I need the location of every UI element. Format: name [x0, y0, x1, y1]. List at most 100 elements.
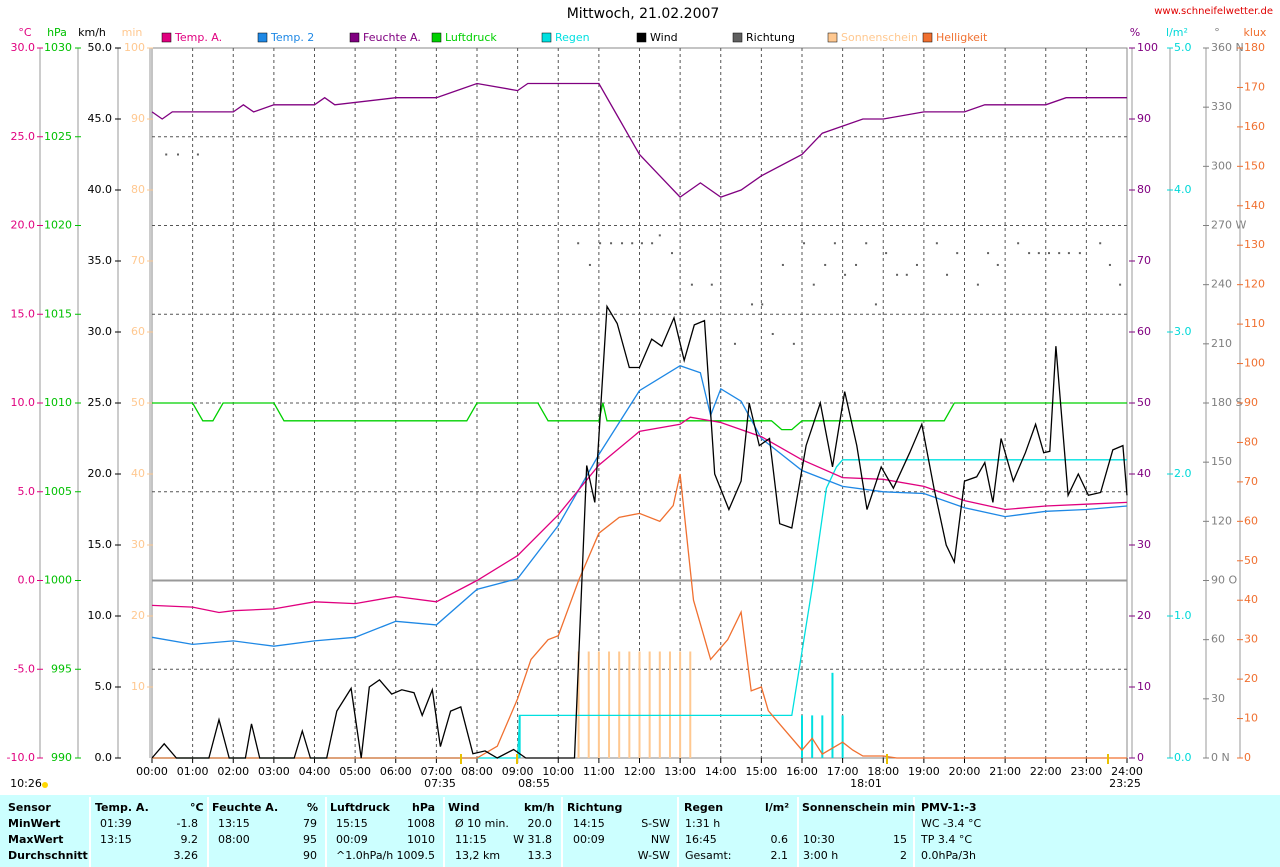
legend-swatch — [431, 32, 442, 43]
time-marker — [1107, 754, 1109, 764]
series-line — [151, 364, 1128, 647]
table-cell: 00:09 — [336, 833, 368, 846]
x-tick-label: 00:00 — [136, 765, 168, 778]
legend-label: Helligkeit — [936, 31, 988, 44]
axis-tick-label: 100 — [124, 41, 145, 54]
axis-tick-label: 210 — [1211, 337, 1232, 350]
table-header: Richtung — [567, 801, 622, 814]
axis-tick-label: 100 — [1137, 41, 1158, 54]
axis-tick-label: 25.0 — [11, 130, 36, 143]
axis-tick-label: 360 N — [1211, 41, 1244, 54]
axis-tick-label: 130 — [1244, 238, 1265, 251]
x-tick-label: 24:00 — [1111, 765, 1143, 778]
table-cell: 1009.5 — [397, 849, 436, 862]
direction-point — [690, 283, 693, 286]
direction-point — [177, 153, 179, 156]
axis-unit: l/m² — [1166, 26, 1188, 39]
annotation: 18:01 — [850, 777, 882, 790]
table-header: Durchschnitt — [8, 849, 88, 862]
direction-point — [588, 263, 591, 266]
axis-tick-label: 90 — [1244, 396, 1258, 409]
table-header: °C — [190, 801, 204, 814]
time-marker — [516, 754, 518, 764]
legend-label: Temp. A. — [174, 31, 222, 44]
sun-bar — [618, 651, 621, 758]
direction-point — [1017, 242, 1020, 245]
table-cell: S-SW — [641, 817, 670, 830]
axis-tick-label: 40 — [131, 467, 145, 480]
axis-unit: % — [1130, 26, 1140, 39]
axis-tick-label: 5.0 — [95, 680, 113, 693]
table-cell: 16:45 — [685, 833, 717, 846]
direction-point — [1037, 252, 1040, 255]
direction-point — [610, 242, 613, 245]
legend-label: Temp. 2 — [270, 31, 314, 44]
axis-tick-label: 20 — [131, 609, 145, 622]
table-header: Luftdruck — [330, 801, 391, 814]
x-tick-label: 22:00 — [1030, 765, 1062, 778]
axis-tick-label: 240 — [1211, 278, 1232, 291]
direction-point — [577, 242, 580, 245]
direction-point — [1058, 252, 1061, 255]
direction-point — [935, 242, 938, 245]
direction-point — [1119, 283, 1122, 286]
x-tick-label: 11:00 — [583, 765, 615, 778]
direction-point — [1028, 252, 1031, 255]
table-header: km/h — [524, 801, 555, 814]
x-tick-label: 18:00 — [867, 765, 899, 778]
axis-tick-label: 30 — [1244, 633, 1258, 646]
table-cell: Gesamt: — [685, 849, 732, 862]
time-marker — [886, 754, 888, 764]
axis-tick-label: 25.0 — [88, 396, 113, 409]
direction-point — [640, 242, 643, 245]
sun-bar — [577, 651, 580, 758]
axis-unit: °C — [18, 26, 32, 39]
x-tick-label: 05:00 — [339, 765, 371, 778]
axis-tick-label: 20.0 — [88, 467, 113, 480]
axis-unit: min — [122, 26, 143, 39]
axis-tick-label: 15.0 — [88, 538, 113, 551]
x-tick-label: 03:00 — [258, 765, 290, 778]
direction-point — [915, 263, 918, 266]
table-cell: 14:15 — [573, 817, 605, 830]
direction-point — [671, 252, 673, 255]
axis-tick-label: 80 — [131, 183, 145, 196]
axis-unit: km/h — [78, 26, 106, 39]
table-cell: 79 — [303, 817, 317, 830]
legend-label: Luftdruck — [445, 31, 497, 44]
axis-tick-label: 300 — [1211, 159, 1232, 172]
x-tick-label: 21:00 — [989, 765, 1021, 778]
direction-point — [987, 252, 990, 255]
legend-swatch — [161, 32, 172, 43]
legend-swatch — [257, 32, 268, 43]
table-cell: W 31.8 — [513, 833, 552, 846]
direction-point — [885, 252, 888, 255]
legend-label: Feuchte A. — [363, 31, 421, 44]
sun-bar — [587, 651, 590, 758]
axis-tick-label: 40.0 — [88, 183, 113, 196]
axis-tick-label: 60 — [131, 325, 145, 338]
axis-tick-label: 40 — [1244, 593, 1258, 606]
direction-point — [855, 263, 858, 266]
table-header: MinWert — [8, 817, 60, 830]
axis-tick-label: 0.0 — [1174, 751, 1192, 764]
annotation: 23:25 — [1109, 777, 1141, 790]
table-header: % — [307, 801, 318, 814]
table-header: MaxWert — [8, 833, 63, 846]
direction-point — [956, 252, 959, 255]
source: www.schneifelwetter.de — [1154, 6, 1273, 17]
axis-tick-label: 90 O — [1211, 574, 1237, 587]
axis-tick-label: 60 — [1244, 514, 1258, 527]
axis-tick-label: 150 — [1244, 159, 1265, 172]
x-tick-label: 17:00 — [827, 765, 859, 778]
axis-tick-label: 30 — [1137, 538, 1151, 551]
table-cell: 11:15 — [455, 833, 487, 846]
x-tick-label: 07:00 — [421, 765, 453, 778]
axis-tick-label: 20.0 — [11, 219, 36, 232]
axis-tick-label: -5.0 — [14, 662, 35, 675]
axis-tick-label: -10.0 — [7, 751, 35, 764]
axis-unit: klux — [1244, 26, 1267, 39]
rain-bar — [801, 715, 803, 758]
x-tick-label: 04:00 — [299, 765, 331, 778]
